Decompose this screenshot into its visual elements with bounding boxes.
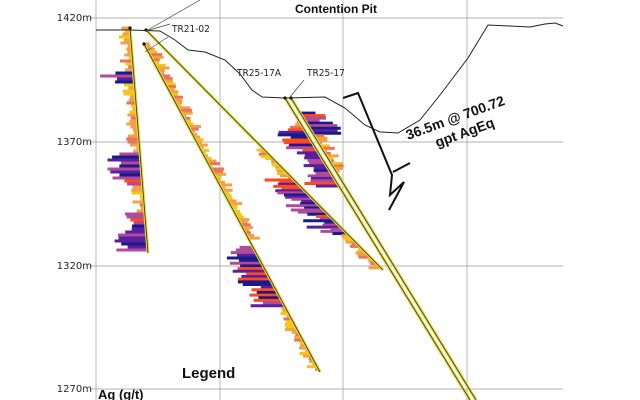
drill-hole-label-tr25-17: TR25-17 [306,68,345,79]
drill-hole-line [290,97,477,400]
drill-hole-label-tr21-02: TR21-02 [171,24,210,35]
leader-lines [144,0,305,98]
drill-holes [128,26,478,400]
drill-hole-line [143,43,321,373]
collar-point [128,26,132,30]
elevation-label-1270: 1270m [57,384,92,395]
drill-hole-line [145,29,384,271]
elevation-label-1370: 1370m [57,137,92,148]
elevation-label-1320: 1320m [57,261,92,272]
elevation-label-1420: 1420m [57,13,92,24]
drill-hole-line [284,97,471,400]
drill-hole-label-tr25-17a: TR25-17A [236,68,282,79]
legend-title: Legend [182,365,235,382]
topography-line [96,22,564,134]
collar-point [142,42,146,46]
section-title: Contention Pit [295,2,377,16]
intercept-bracket [342,91,405,211]
legend-subtitle: Ag (g/t) [98,387,143,400]
grid [90,0,563,400]
intercept-annotation: 36.5m @ 700.72 gpt AgEq [404,92,507,150]
drill-hole-line [129,27,149,254]
